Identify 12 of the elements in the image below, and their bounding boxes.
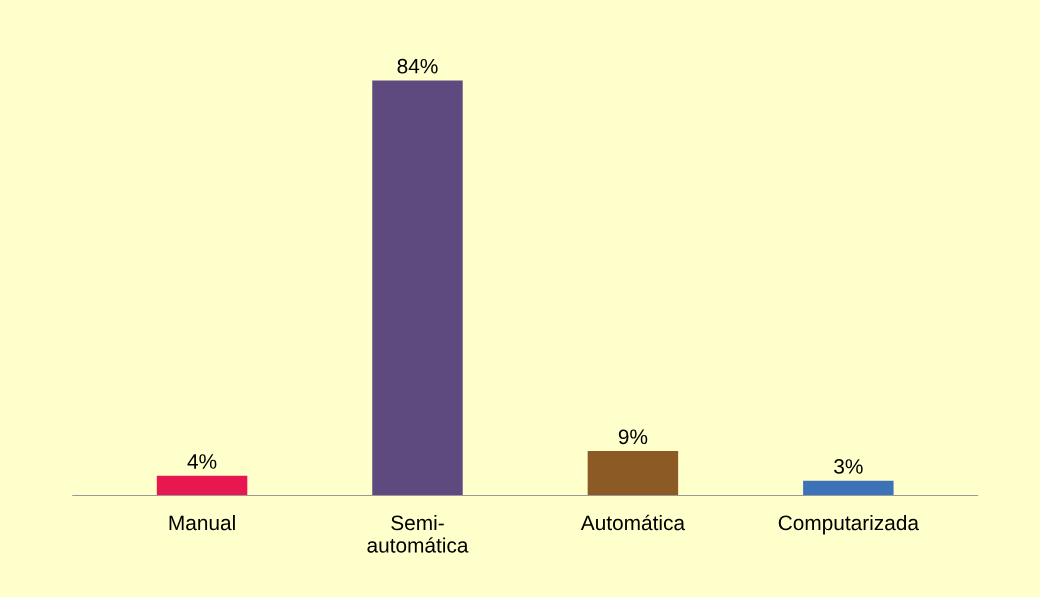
x-tick-label: Automática <box>580 514 686 531</box>
bar <box>156 475 248 496</box>
x-tick-label: Semi- automática <box>367 514 469 553</box>
data-label: 4% <box>187 454 217 469</box>
x-tick-label: Manual <box>169 514 235 531</box>
data-label: 9% <box>618 429 648 445</box>
bar <box>372 80 463 496</box>
bar <box>587 451 679 496</box>
data-label: 3% <box>834 459 863 474</box>
data-label: 84% <box>397 58 438 74</box>
x-tick-label: Computarizada <box>778 514 919 535</box>
bar <box>803 480 894 496</box>
